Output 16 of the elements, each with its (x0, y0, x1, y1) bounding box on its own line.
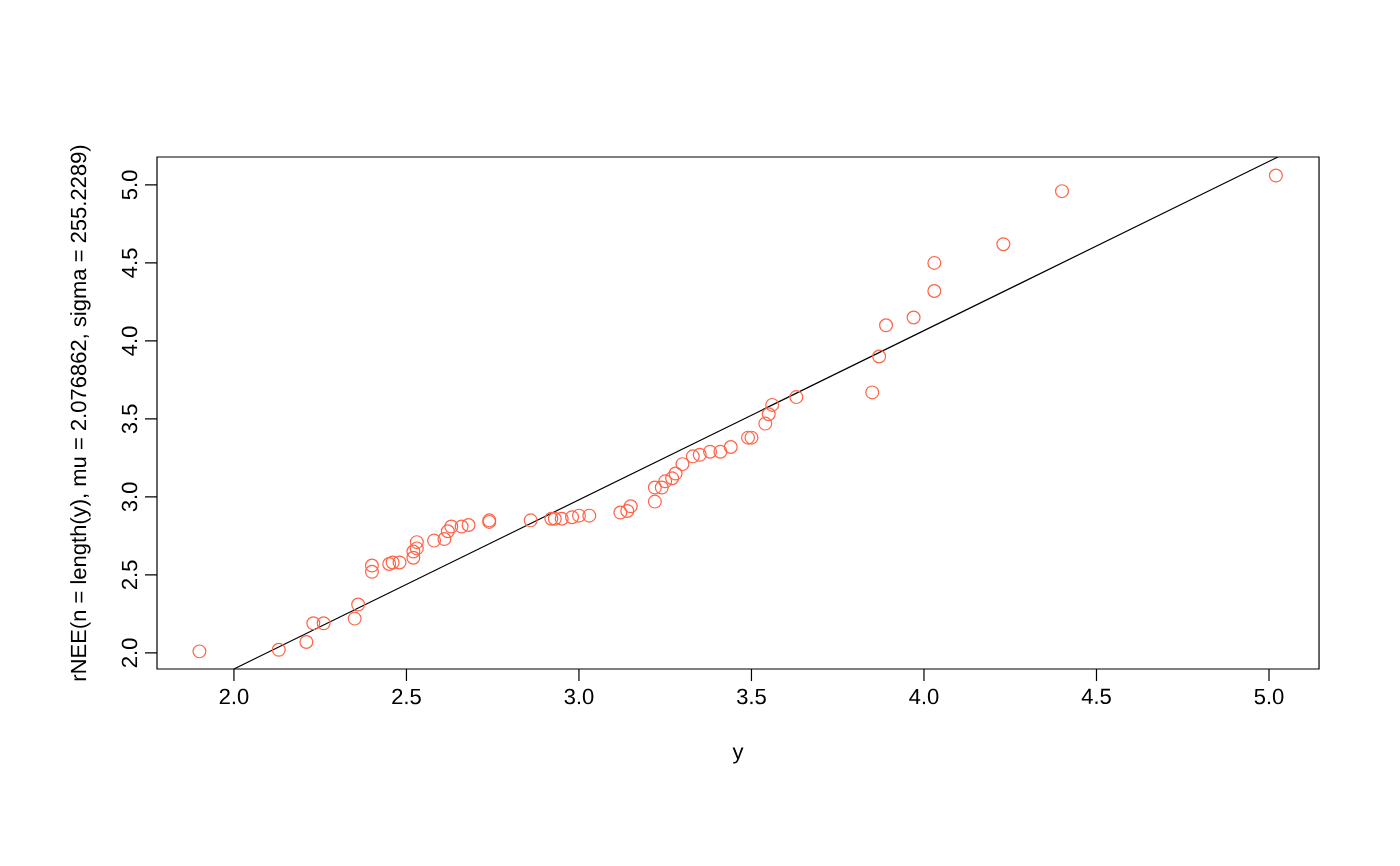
y-tick-label: 4.0 (121, 326, 138, 356)
y-tick-label: 5.0 (121, 170, 138, 200)
y-tick-label: 2.0 (121, 638, 138, 668)
y-tick-label: 3.0 (121, 482, 138, 512)
y-tick-label: 4.5 (121, 248, 138, 278)
x-tick-label: 3.0 (564, 688, 594, 705)
y-axis-title: rNEE(n = length(y), mu = 2.076862, sigma = 255.2289) (70, 145, 91, 681)
x-tick-label: 3.5 (737, 688, 766, 705)
x-tick-label: 4.5 (1081, 688, 1111, 705)
y-tick-label: 2.5 (121, 560, 138, 590)
x-tick-label: 2.0 (219, 688, 249, 705)
x-axis-title: y (732, 747, 744, 764)
y-tick-label: 3.5 (121, 404, 138, 434)
x-tick-label: 5.0 (1254, 688, 1284, 705)
x-tick-label: 2.5 (392, 688, 421, 705)
x-tick-label: 4.0 (909, 688, 939, 705)
